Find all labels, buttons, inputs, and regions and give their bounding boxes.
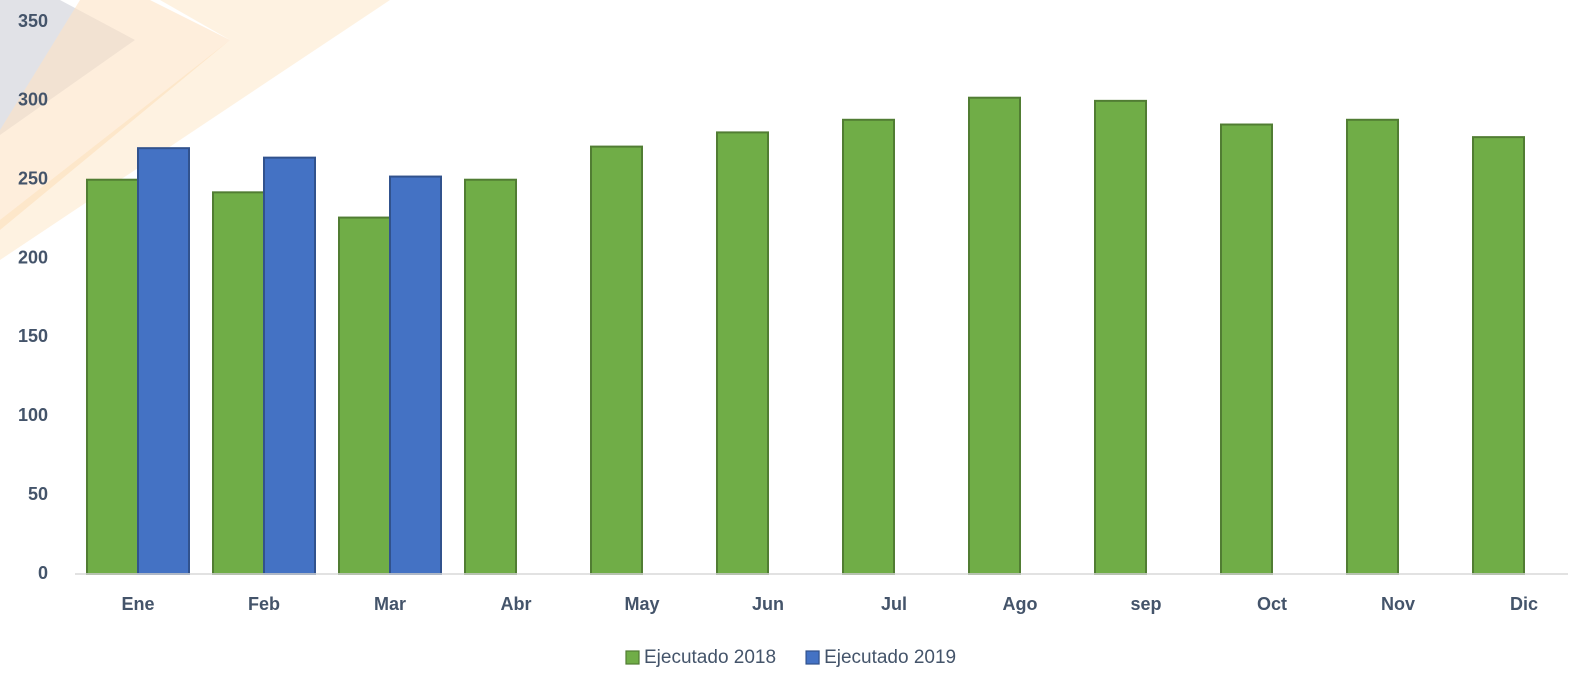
y-tick-label: 350 [18,11,48,31]
bar [1094,99,1147,575]
bar [968,96,1021,576]
bar [389,175,442,575]
y-tick-label: 50 [28,484,48,504]
legend-label: Ejecutado 2019 [824,647,956,668]
x-tick-label: Oct [1257,594,1287,614]
background-decoration [0,0,230,230]
legend-label: Ejecutado 2018 [644,647,776,668]
x-tick-label: Dic [1510,594,1538,614]
y-tick-label: 200 [18,247,48,267]
x-tick-label: Mar [374,594,406,614]
bar [590,145,643,575]
x-tick-label: Ene [121,594,154,614]
x-tick-label: sep [1130,594,1161,614]
y-tick-label: 150 [18,326,48,346]
y-tick-label: 0 [38,563,48,583]
x-tick-label: May [624,594,659,614]
x-tick-label: Nov [1381,594,1415,614]
y-tick-label: 300 [18,90,48,110]
x-tick-label: Jul [881,594,907,614]
bar [1220,123,1273,575]
bar [338,216,391,576]
x-tick-label: Jun [752,594,784,614]
legend-swatch [625,650,640,665]
bar [1346,118,1399,575]
legend-swatch [805,650,820,665]
bar [842,118,895,575]
y-tick-label: 250 [18,168,48,188]
bar [137,147,190,576]
x-tick-label: Feb [248,594,280,614]
bar [212,191,265,575]
bar [464,178,517,575]
x-tick-label: Abr [501,594,532,614]
bar [716,131,769,575]
y-tick-label: 100 [18,405,48,425]
x-tick-label: Ago [1003,594,1038,614]
bar [263,156,316,576]
bar [86,178,139,575]
bar [1472,136,1525,575]
